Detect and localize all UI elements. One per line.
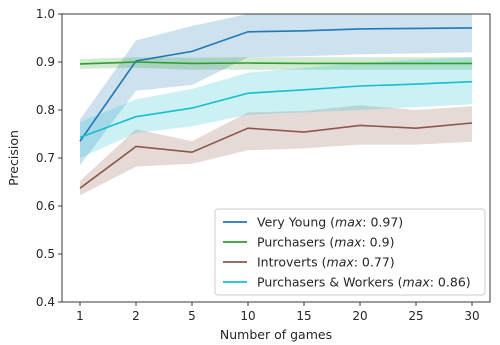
x-tick-label: 20 — [352, 309, 367, 323]
legend-max-keyword: max — [335, 215, 363, 230]
legend-series-name: Introverts ( — [257, 255, 327, 270]
legend-max-value: : 0.97) — [362, 215, 403, 230]
line-purchasers-workers — [79, 80, 473, 139]
legend: Very Young (max: 0.97)Purchasers (max: 0… — [214, 208, 486, 296]
legend-series-name: Purchasers ( — [257, 235, 334, 250]
y-tick-label: 0.7 — [36, 151, 55, 165]
y-tick-label: 0.5 — [36, 247, 55, 261]
legend-max-keyword: max — [334, 235, 362, 250]
x-tick-label: 25 — [408, 309, 423, 323]
y-axis-ticks: 0.4 0.5 0.6 0.7 0.8 0.9 1.0 — [36, 7, 62, 309]
y-tick-label: 0.6 — [36, 199, 55, 213]
y-axis-label: Precision — [6, 130, 21, 186]
x-axis-ticks: 1 2 5 10 15 20 25 30 — [76, 302, 480, 323]
x-tick-label: 2 — [132, 309, 140, 323]
legend-max-value: : 0.77) — [354, 255, 395, 270]
legend-entry: Purchasers (max: 0.9) — [257, 235, 394, 250]
legend-entry: Purchasers & Workers (max: 0.86) — [257, 275, 471, 290]
x-tick-label: 30 — [464, 309, 479, 323]
band-very-young — [80, 14, 472, 166]
y-tick-label: 0.9 — [36, 55, 55, 69]
x-axis-label: Number of games — [220, 327, 332, 342]
legend-entry: Introverts (max: 0.77) — [257, 255, 395, 270]
line-very-young — [79, 27, 473, 142]
legend-entry: Very Young (max: 0.97) — [257, 215, 403, 230]
x-tick-label: 5 — [188, 309, 196, 323]
y-tick-label: 1.0 — [36, 7, 55, 21]
band-introverts — [80, 105, 472, 196]
band-purchasers-workers — [80, 57, 472, 159]
x-tick-label: 15 — [296, 309, 311, 323]
y-tick-label: 0.8 — [36, 103, 55, 117]
legend-series-name: Very Young ( — [257, 215, 335, 230]
x-tick-label: 1 — [76, 309, 84, 323]
line-purchasers — [79, 61, 472, 65]
legend-max-keyword: max — [403, 275, 431, 290]
legend-series-name: Purchasers & Workers ( — [257, 275, 403, 290]
line-introverts — [79, 122, 473, 189]
x-tick-label: 10 — [240, 309, 255, 323]
legend-max-value: : 0.86) — [430, 275, 471, 290]
y-tick-label: 0.4 — [36, 295, 55, 309]
legend-max-value: : 0.9) — [362, 235, 395, 250]
legend-box — [214, 208, 486, 296]
legend-max-keyword: max — [327, 255, 355, 270]
series-lines — [79, 27, 473, 189]
